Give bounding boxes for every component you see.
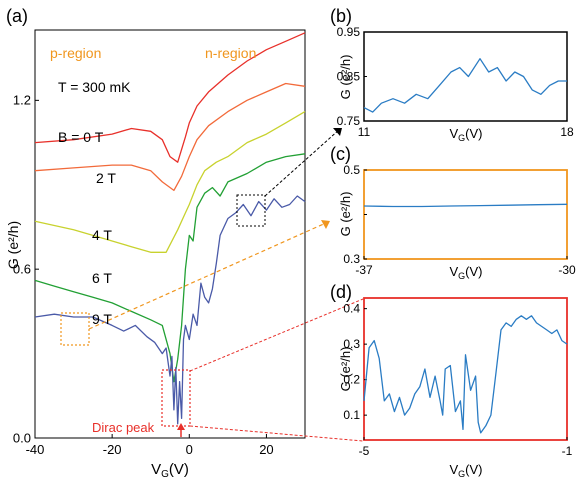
xtick-label: -30 [558,263,576,277]
ytick-label: 0.0 [13,430,31,445]
ytick-label: 0.1 [343,408,360,422]
ytick-label: 0.95 [337,25,361,39]
curve-label-0T: B = 0 T [58,129,104,145]
series-line-4-t [34,111,306,253]
series-line-curve [363,58,567,113]
series-line-2-t [34,82,306,192]
panel-b-chart: 11 18 0.75 0.85 0.95 G (e²/h) VG(V) [337,25,574,143]
xtick-label: -37 [355,263,373,277]
selection-box-n-region [236,194,266,227]
curve-label-6T: 6 T [92,270,112,286]
ytick-label: 0.2 [343,373,360,387]
ytick-label: 0.4 [343,302,360,316]
panel-b-xlabel: VG(V) [449,126,482,143]
xtick-label: -5 [359,444,370,458]
panel-d-xlabel: VG(V) [449,462,482,479]
curve-label-9T: 9 T [92,311,112,327]
ytick-label: 0.3 [343,252,360,266]
ytick-label: 0.5 [343,163,360,177]
xtick-label: -20 [103,442,122,457]
xtick-label: -1 [562,444,573,458]
panel-d-chart: -5 -1 0.1 0.2 0.3 0.4 G (e²/h) VG(V) [338,297,573,479]
connector-c-arrowhead [321,220,330,229]
panel-b-ylabel: G (e²/h) [338,55,353,100]
xtick-label: 18 [560,125,574,139]
connector-d-top [189,298,364,372]
ytick-label: 1.2 [13,93,31,108]
panel-c-chart: -37 -30 0.3 0.5 G (e²/h) VG(V) [338,163,576,281]
xtick-label: 20 [259,442,273,457]
panel-a-chart: -40 -20 0 20 0.0 0.6 1.2 G (e²/h) VG(V) p-regi… [5,29,306,480]
panel-a-frame [34,29,306,439]
panel-a-xlabel: VG(V) [151,461,189,480]
temperature-label: T = 300 mK [58,79,131,95]
panel-label-a: (a) [6,6,28,26]
panel-label-b: (b) [330,6,352,26]
series-line-curve [363,203,568,208]
panel-label-d: (d) [330,282,352,302]
panel-c-ylabel: G (e²/h) [338,192,353,237]
series-line-b-0-t [34,32,306,163]
xtick-label: 0 [186,442,193,457]
panel-c-frame [363,169,568,260]
curve-label-2T: 2 T [96,170,116,186]
n-region-label: n-region [205,45,256,61]
connector-b-arrowhead [333,128,342,136]
connector-d-bottom [189,425,364,442]
dirac-peak-label: Dirac peak [92,420,155,435]
ytick-label: 0.6 [13,262,31,277]
panel-a-ylabel: G (e²/h) [5,221,21,269]
xtick-label: -40 [26,442,45,457]
connector-c [88,221,329,330]
connector-b [264,128,341,197]
series-line-curve [363,315,568,434]
curve-label-4T: 4 T [92,227,112,243]
ytick-label: 0.75 [337,114,361,128]
selection-box-dirac [161,369,191,427]
series-line-6-t [34,153,306,383]
ytick-label: 0.85 [337,70,361,84]
panel-d-ylabel: G (e²/h) [338,347,353,392]
ytick-label: 0.3 [343,337,360,351]
panel-b-frame [363,31,568,122]
panel-label-c: (c) [330,144,351,164]
xtick-label: 11 [358,125,371,139]
dirac-arrowhead [177,423,185,430]
panel-d-frame [363,297,568,441]
selection-box-p-region [60,312,90,346]
p-region-label: p-region [50,45,101,61]
panel-c-xlabel: VG(V) [449,264,482,281]
series-line-9-t [34,195,306,425]
